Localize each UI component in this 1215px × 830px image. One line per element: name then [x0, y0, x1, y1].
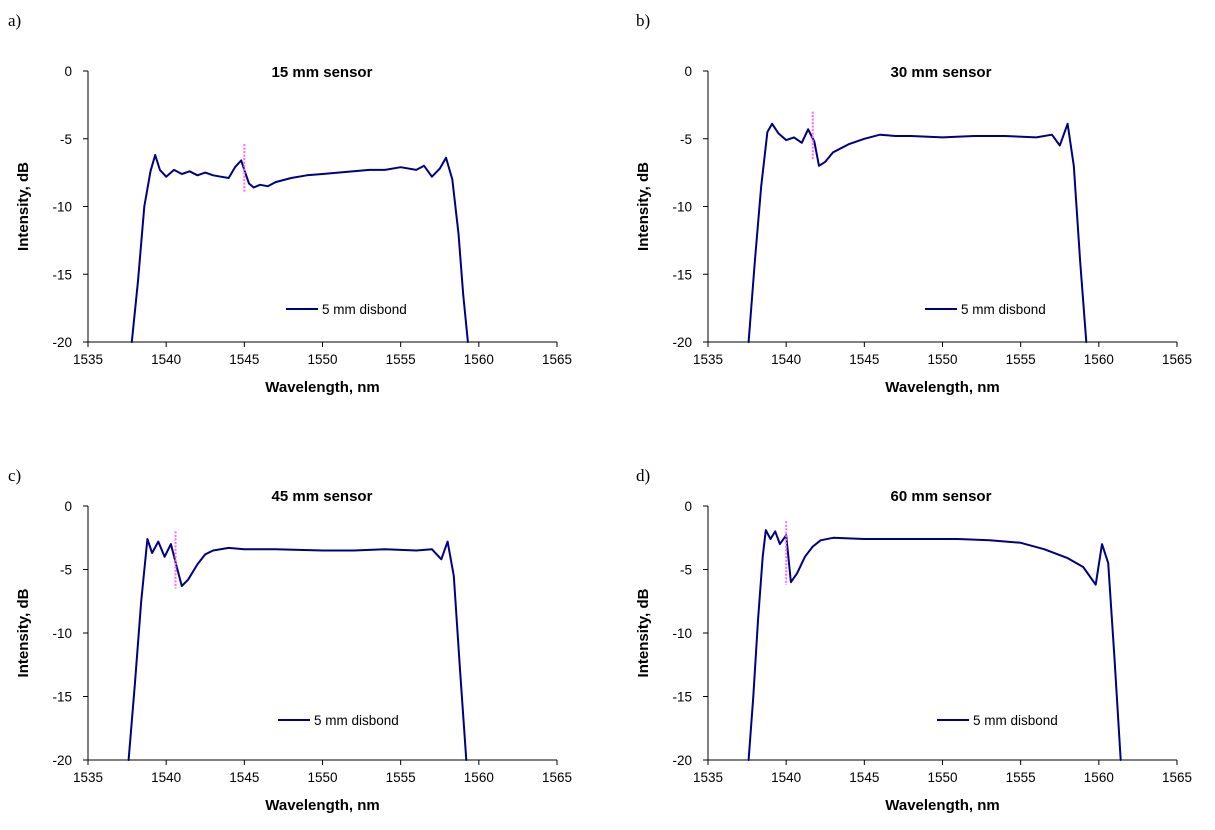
y-tick-label: -15 [672, 267, 692, 282]
x-tick-label: 1560 [464, 352, 494, 367]
x-tick-label: 1550 [927, 352, 957, 367]
x-tick-label: 1565 [1162, 770, 1192, 785]
chart-panel: d) 60 mm sensor 1535 1540 1545 1550 1555 1560 15… [635, 466, 1192, 814]
y-tick-label: -20 [672, 335, 692, 350]
x-tick-label: 1535 [693, 770, 723, 785]
series-line [127, 538, 468, 761]
panel-letter: c) [8, 466, 21, 485]
y-tick-label: -5 [60, 563, 72, 578]
legend: 5 mm disbond [925, 302, 1046, 317]
y-tick-label: 0 [64, 64, 72, 79]
x-tick-label: 1565 [542, 770, 572, 785]
y-axis-label: Intensity, dB [15, 588, 32, 677]
y-tick-label: -15 [672, 690, 692, 705]
x-tick-label: 1560 [1084, 770, 1114, 785]
x-axis-label: Wavelength, nm [885, 797, 999, 814]
x-tick-label: 1550 [307, 770, 337, 785]
legend-label: 5 mm disbond [322, 302, 407, 317]
series-line [747, 529, 1122, 761]
y-tick-label: -20 [52, 335, 72, 350]
legend: 5 mm disbond [286, 302, 407, 317]
x-tick-label: 1540 [771, 770, 801, 785]
x-tick-label: 1550 [927, 770, 957, 785]
legend-label: 5 mm disbond [314, 713, 399, 728]
legend-label: 5 mm disbond [973, 713, 1058, 728]
panel-letter: b) [636, 11, 650, 30]
x-tick-label: 1550 [307, 352, 337, 367]
x-axis-label: Wavelength, nm [885, 379, 999, 396]
y-tick-label: -5 [680, 132, 692, 147]
x-tick-label: 1545 [229, 352, 259, 367]
y-tick-label: -10 [52, 626, 72, 641]
y-tick-label: -5 [60, 132, 72, 147]
x-tick-label: 1560 [464, 770, 494, 785]
x-tick-label: 1555 [386, 770, 416, 785]
chart-title: 60 mm sensor [891, 488, 992, 505]
x-tick-label: 1535 [73, 770, 103, 785]
y-tick-label: -10 [672, 200, 692, 215]
series-line [747, 122, 1088, 343]
chart-panel: c) 45 mm sensor 1535 1540 1545 1550 1555 1560 15… [8, 466, 572, 814]
y-tick-label: -15 [52, 267, 72, 282]
x-tick-label: 1535 [73, 352, 103, 367]
y-tick-label: -15 [52, 690, 72, 705]
x-tick-label: 1540 [151, 770, 181, 785]
y-tick-label: -5 [680, 563, 692, 578]
y-tick-label: 0 [64, 499, 72, 514]
chart-panel: a) 15 mm sensor 1535 1540 1545 1550 1555 1560 15… [8, 11, 572, 396]
chart-title: 30 mm sensor [891, 64, 992, 81]
x-tick-label: 1555 [1006, 770, 1036, 785]
panel-letter: d) [636, 466, 650, 485]
x-tick-label: 1555 [386, 352, 416, 367]
y-tick-label: -20 [672, 753, 692, 768]
y-axis-label: Intensity, dB [635, 162, 652, 251]
x-tick-label: 1565 [542, 352, 572, 367]
legend: 5 mm disbond [937, 713, 1058, 728]
x-tick-label: 1535 [693, 352, 723, 367]
chart-panel: b) 30 mm sensor 1535 1540 1545 1550 1555 1560 15… [635, 11, 1192, 396]
x-tick-label: 1565 [1162, 352, 1192, 367]
chart-title: 15 mm sensor [272, 64, 373, 81]
y-tick-label: 0 [684, 64, 692, 79]
y-tick-label: -10 [52, 200, 72, 215]
legend: 5 mm disbond [278, 713, 399, 728]
x-axis-label: Wavelength, nm [265, 797, 379, 814]
x-tick-label: 1540 [151, 352, 181, 367]
x-tick-label: 1545 [849, 352, 879, 367]
chart-title: 45 mm sensor [272, 488, 373, 505]
x-tick-label: 1545 [229, 770, 259, 785]
y-axis-label: Intensity, dB [15, 162, 32, 251]
panel-letter: a) [8, 11, 21, 30]
x-axis-label: Wavelength, nm [265, 379, 379, 396]
x-tick-label: 1560 [1084, 352, 1114, 367]
x-tick-label: 1540 [771, 352, 801, 367]
y-tick-label: -10 [672, 626, 692, 641]
legend-label: 5 mm disbond [961, 302, 1046, 317]
x-tick-label: 1555 [1006, 352, 1036, 367]
y-tick-label: -20 [52, 753, 72, 768]
x-tick-label: 1545 [849, 770, 879, 785]
y-tick-label: 0 [684, 499, 692, 514]
series-line [130, 154, 469, 343]
y-axis-label: Intensity, dB [635, 588, 652, 677]
